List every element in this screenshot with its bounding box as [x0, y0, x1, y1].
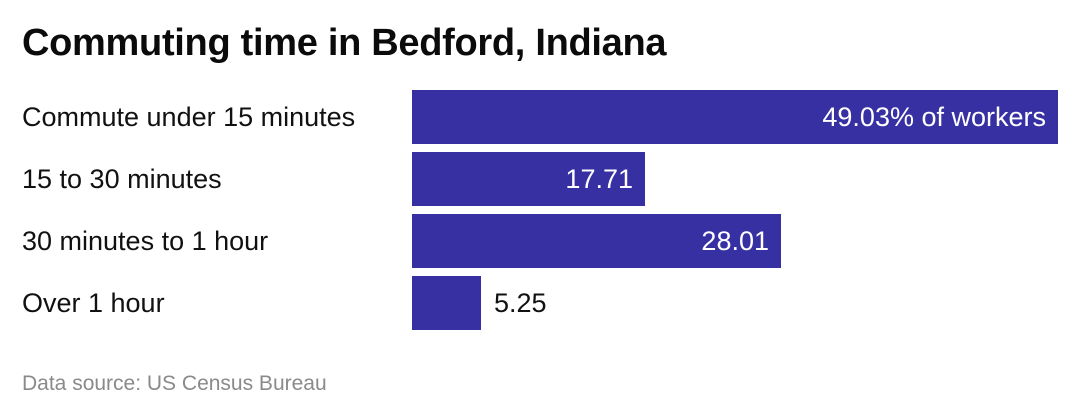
value-label: 49.03% of workers	[822, 102, 1046, 132]
value-label: 5.25	[494, 288, 547, 318]
bar-row: 30 minutes to 1 hour 28.01	[0, 214, 1080, 268]
bar-row: Over 1 hour 5.25	[0, 276, 1080, 330]
value-label: 17.71	[565, 164, 633, 194]
category-label: 15 to 30 minutes	[22, 164, 222, 194]
bar	[412, 90, 1058, 144]
chart-title: Commuting time in Bedford, Indiana	[22, 22, 667, 64]
bar	[412, 152, 645, 206]
bar	[412, 276, 481, 330]
category-label: Commute under 15 minutes	[22, 102, 356, 132]
bar-row: 15 to 30 minutes 17.71	[0, 152, 1080, 206]
bar	[412, 214, 781, 268]
category-label: 30 minutes to 1 hour	[22, 226, 269, 256]
bar-row: Commute under 15 minutes 49.03% of worker…	[0, 90, 1080, 144]
value-label: 28.01	[701, 226, 769, 256]
source-note: Data source: US Census Bureau	[22, 372, 327, 395]
category-label: Over 1 hour	[22, 288, 165, 318]
